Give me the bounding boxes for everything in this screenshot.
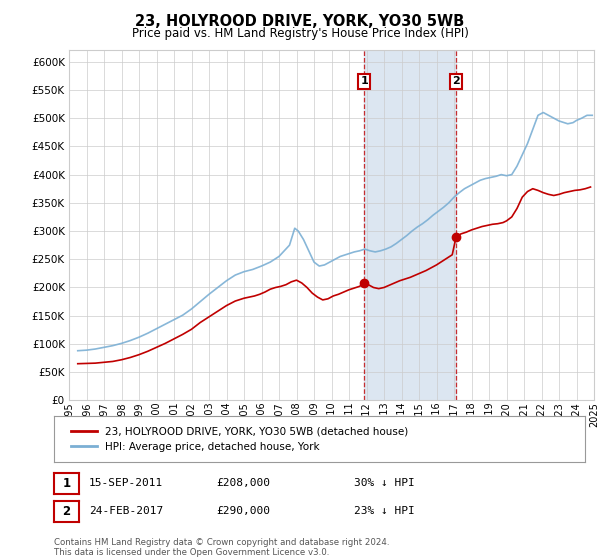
Bar [364,50,456,400]
Text: 23% ↓ HPI: 23% ↓ HPI [354,506,415,516]
Text: 24-FEB-2017: 24-FEB-2017 [89,506,163,516]
Text: 2: 2 [452,77,460,86]
Text: 30% ↓ HPI: 30% ↓ HPI [354,478,415,488]
Text: 2: 2 [62,505,71,518]
Text: 23, HOLYROOD DRIVE, YORK, YO30 5WB: 23, HOLYROOD DRIVE, YORK, YO30 5WB [136,14,464,29]
Text: Price paid vs. HM Land Registry's House Price Index (HPI): Price paid vs. HM Land Registry's House … [131,27,469,40]
Text: 15-SEP-2011: 15-SEP-2011 [89,478,163,488]
Legend: 23, HOLYROOD DRIVE, YORK, YO30 5WB (detached house), HPI: Average price, detache: 23, HOLYROOD DRIVE, YORK, YO30 5WB (deta… [65,420,415,458]
Text: Contains HM Land Registry data © Crown copyright and database right 2024.
This d: Contains HM Land Registry data © Crown c… [54,538,389,557]
Text: 1: 1 [62,477,71,490]
Text: £208,000: £208,000 [216,478,270,488]
Text: £290,000: £290,000 [216,506,270,516]
Text: 1: 1 [361,77,368,86]
